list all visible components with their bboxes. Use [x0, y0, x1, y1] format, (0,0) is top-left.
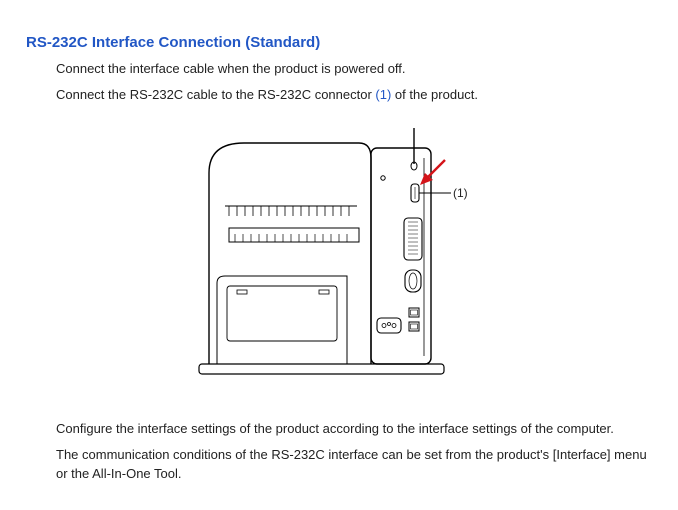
callout-1-label: (1) — [453, 186, 468, 200]
paragraph-4: The communication conditions of the RS-2… — [56, 445, 656, 484]
section-heading: RS-232C Interface Connection (Standard) — [26, 34, 656, 51]
product-figure: (1) — [22, 118, 656, 401]
paragraph-2: Connect the RS-232C cable to the RS-232C… — [56, 85, 656, 105]
paragraph-2b: of the product. — [391, 87, 478, 102]
paragraph-1: Connect the interface cable when the pro… — [56, 59, 656, 79]
paragraph-3: Configure the interface settings of the … — [56, 419, 656, 439]
reference-number: (1) — [375, 87, 391, 102]
printer-illustration — [189, 118, 489, 398]
paragraph-2a: Connect the RS-232C cable to the RS-232C… — [56, 87, 375, 102]
